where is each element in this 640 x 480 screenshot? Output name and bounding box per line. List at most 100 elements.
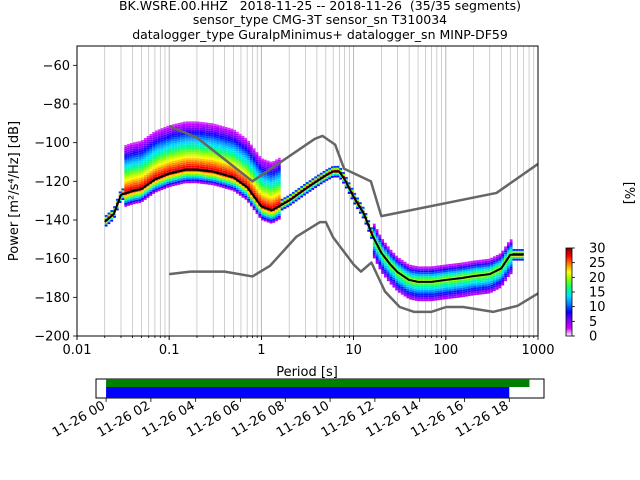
heatmap-cell (300, 185, 304, 188)
heatmap-cell (127, 173, 130, 175)
heatmap-cell (252, 208, 256, 211)
heatmap-cell (171, 149, 175, 152)
heatmap-cell (266, 164, 270, 167)
heatmap-cell (205, 126, 209, 129)
heatmap-cell (199, 176, 203, 178)
heatmap-cell (236, 137, 239, 140)
heatmap-cell (492, 289, 496, 292)
heatmap-cell (138, 173, 142, 176)
heatmap-cell (453, 263, 457, 266)
heatmap-cell (205, 157, 209, 160)
heatmap-cell (370, 229, 373, 232)
heatmap-cell (484, 286, 488, 289)
heatmap-cell (143, 165, 147, 167)
heatmap-cell (233, 172, 237, 175)
heatmap-cell (241, 188, 245, 190)
heatmap-cell (135, 149, 139, 152)
heatmap-cell (504, 265, 507, 268)
heatmap-cell (244, 172, 248, 175)
heatmap-cell (132, 169, 136, 172)
heatmap-cell (213, 139, 217, 142)
heatmap-cell (171, 135, 175, 138)
heatmap-cell (506, 265, 510, 268)
heatmap-cell (213, 147, 217, 150)
heatmap-cell (138, 160, 142, 163)
heatmap-cell (196, 133, 200, 136)
heatmap-cell (381, 241, 385, 243)
heatmap-cell (490, 277, 493, 280)
heatmap-cell (515, 256, 519, 259)
heatmap-cell (252, 200, 256, 203)
heatmap-cell (219, 183, 223, 186)
heatmap-cell (481, 271, 485, 273)
heatmap-cell (283, 199, 287, 202)
heatmap-cell (146, 145, 150, 148)
heatmap-cell (124, 175, 128, 178)
heatmap-cell (194, 123, 197, 126)
heatmap-cell (138, 193, 142, 196)
heatmap-cell (129, 162, 133, 165)
heatmap-cell (230, 178, 234, 181)
heatmap-cell (241, 166, 245, 169)
heatmap-cell (437, 271, 440, 274)
heatmap-cell (479, 288, 482, 291)
heatmap-cell (244, 178, 248, 181)
heatmap-cell (230, 151, 234, 154)
heatmap-cell (445, 264, 449, 267)
heatmap-cell (141, 143, 144, 146)
heatmap-cell (495, 264, 499, 267)
heatmap-cell (224, 181, 228, 184)
heatmap-cell (484, 264, 488, 267)
heatmap-cell (425, 276, 429, 278)
heatmap-cell (224, 183, 228, 186)
heatmap-cell (227, 129, 231, 132)
heatmap-cell (141, 155, 144, 158)
heatmap-cell (208, 182, 211, 185)
heatmap-cell (252, 198, 256, 201)
heatmap-cell (188, 163, 192, 166)
heatmap-cell (205, 161, 209, 164)
heatmap-cell (177, 142, 181, 145)
heatmap-cell (132, 153, 136, 156)
heatmap-cell (263, 186, 267, 189)
heatmap-cell (498, 284, 502, 287)
heatmap-cell (230, 167, 234, 170)
heatmap-cell (160, 133, 164, 136)
heatmap-cell (249, 156, 253, 159)
heatmap-cell (462, 289, 466, 292)
heatmap-cell (180, 137, 183, 140)
heatmap-cell (236, 145, 239, 148)
heatmap-cell (403, 279, 407, 282)
heatmap-cell (146, 155, 150, 158)
heatmap-cell (199, 137, 203, 140)
heatmap-cell (210, 134, 214, 137)
heatmap-cell (174, 181, 178, 184)
heatmap-cell (403, 286, 407, 289)
heatmap-cell (504, 277, 507, 280)
heatmap-cell (283, 206, 287, 209)
heatmap-cell (269, 190, 273, 193)
heatmap-cell (476, 291, 480, 293)
heatmap-cell (336, 167, 340, 170)
heatmap-cell (263, 202, 267, 205)
heatmap-cell (512, 249, 516, 251)
heatmap-cell (202, 122, 206, 125)
heatmap-cell (138, 195, 142, 198)
heatmap-cell (188, 150, 192, 153)
heatmap-cell (185, 150, 189, 153)
heatmap-cell (210, 165, 214, 168)
heatmap-cell (171, 132, 175, 134)
heatmap-cell (174, 137, 178, 140)
heatmap-cell (252, 183, 256, 186)
heatmap-cell (269, 202, 273, 205)
heatmap-cell (208, 161, 211, 164)
heatmap-cell (127, 196, 130, 199)
heatmap-cell (155, 134, 158, 137)
heatmap-cell (439, 270, 443, 273)
heatmap-cell (459, 287, 463, 290)
heatmap-cell (275, 180, 278, 183)
heatmap-cell (275, 167, 278, 170)
heatmap-cell (152, 159, 156, 161)
heatmap-cell (143, 157, 147, 160)
heatmap-cell (213, 176, 217, 179)
